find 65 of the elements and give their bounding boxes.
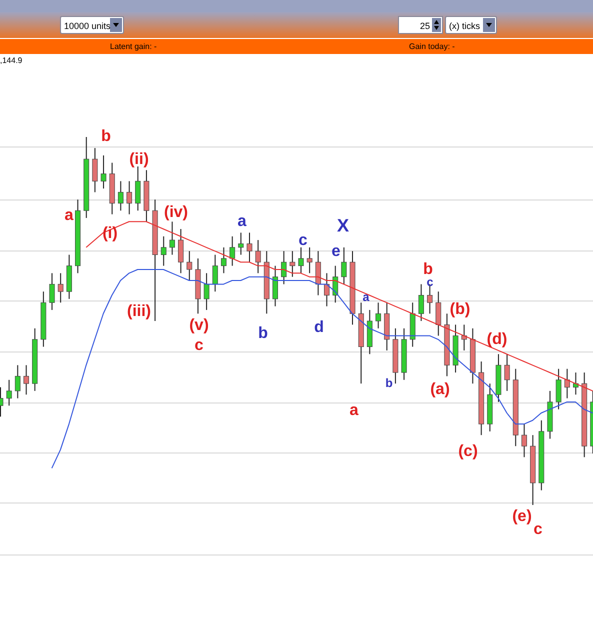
- text: Latent gain: -: [110, 41, 157, 53]
- candlestick: [298, 246, 304, 274]
- annotation: (iv): [164, 204, 188, 222]
- annotation: a: [362, 290, 370, 304]
- candlestick: [341, 246, 347, 285]
- candlestick: [160, 236, 166, 266]
- ticks-select: (x) ticks: [445, 16, 497, 34]
- candlestick: [521, 424, 527, 458]
- annotation: b: [385, 376, 393, 390]
- candlestick: [290, 250, 296, 278]
- candlestick: [272, 265, 278, 307]
- candlestick: [186, 250, 192, 282]
- annotation: (i): [102, 225, 118, 243]
- candlestick: [118, 180, 124, 212]
- candlestick: [230, 236, 236, 266]
- candlestick: [281, 250, 287, 285]
- text: Gain today: -: [409, 41, 455, 53]
- candlestick: [315, 250, 321, 296]
- candlestick: [220, 246, 226, 274]
- candlestick: [49, 272, 55, 310]
- annotation: e: [332, 243, 340, 261]
- candlestick: [58, 272, 64, 304]
- annotation: b: [101, 128, 111, 146]
- candlestick: [100, 154, 106, 190]
- annotation: (ii): [129, 151, 149, 169]
- candlestick: [376, 302, 382, 329]
- candlestick: [24, 364, 30, 396]
- text: c: [534, 521, 542, 539]
- units-select: 10000 units: [60, 16, 124, 34]
- candlestick: [92, 148, 98, 193]
- candlestick: [178, 228, 184, 274]
- annotation: d: [314, 319, 324, 337]
- candlestick: [418, 284, 424, 322]
- candlestick: [238, 232, 244, 256]
- candlestick: [306, 246, 312, 274]
- candlestick: [324, 272, 330, 307]
- annotation: b: [258, 325, 268, 343]
- annotation: X: [336, 216, 350, 236]
- annotation: (d): [486, 331, 508, 349]
- candlestick: [6, 379, 12, 406]
- annotation: c: [194, 337, 204, 355]
- candlestick: [246, 232, 252, 263]
- text: (e): [512, 508, 532, 526]
- candlestick: [169, 221, 175, 256]
- candlestick: [436, 291, 442, 336]
- candlestick: [556, 368, 562, 410]
- candlestick: [135, 166, 141, 212]
- candlestick: [14, 364, 20, 399]
- candlestick: [504, 354, 510, 392]
- annotation: (c): [458, 443, 478, 461]
- annotation: (v): [189, 317, 209, 335]
- text: ,144.9: [0, 56, 22, 65]
- annotation: (iii): [127, 303, 151, 321]
- candlestick: [212, 254, 218, 292]
- annotation: (b): [450, 301, 470, 319]
- candlestick: [255, 240, 261, 274]
- annotation: c: [298, 232, 308, 250]
- candlestick: [564, 368, 570, 399]
- annotation: a: [238, 213, 246, 231]
- annotation: a: [64, 207, 74, 225]
- candlestick: [204, 272, 210, 310]
- number-spinner: 25: [398, 16, 443, 34]
- annotation: (a): [430, 381, 450, 399]
- candlestick: [126, 180, 132, 215]
- annotation: a: [350, 402, 358, 420]
